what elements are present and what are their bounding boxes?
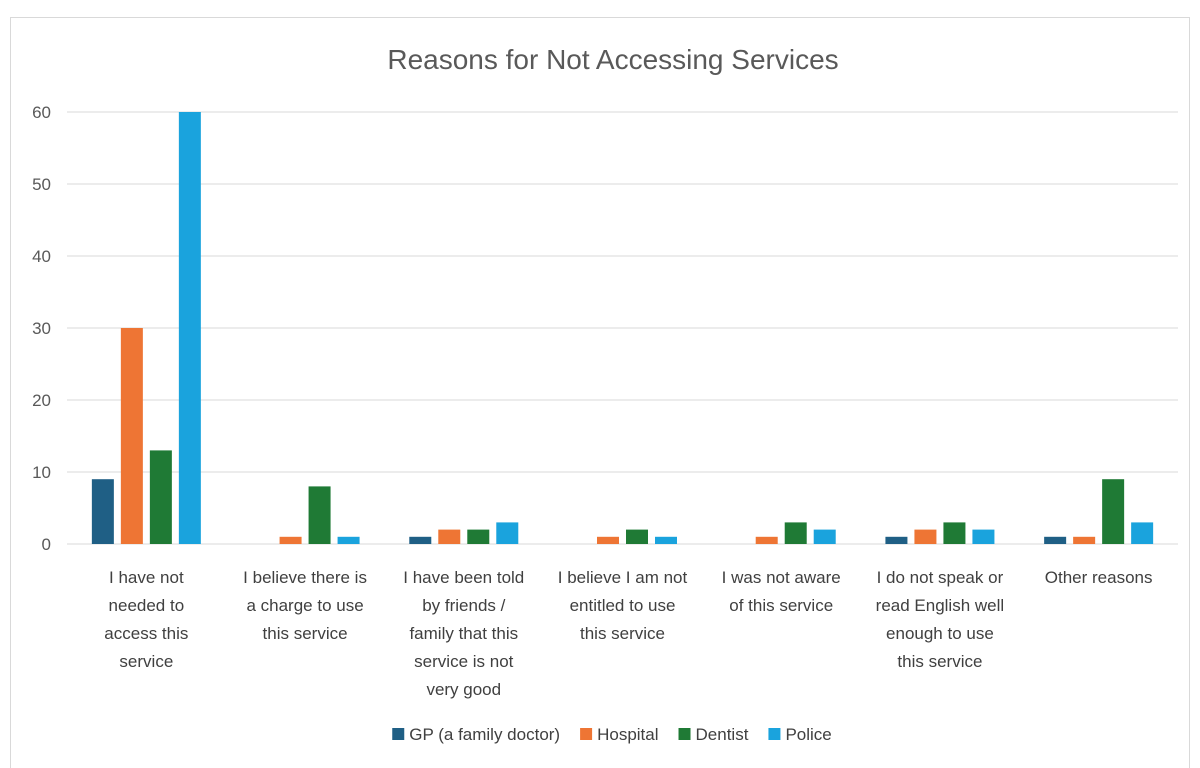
y-tick-label: 60 [32,103,51,122]
y-tick-label: 0 [42,535,51,554]
chart-title: Reasons for Not Accessing Services [387,44,838,75]
x-category-label-line: of this service [729,596,833,615]
bar [784,522,807,544]
x-category-label-line: family that this [409,624,518,643]
bar [813,529,836,544]
x-category-label-line: service [119,652,173,671]
bar [120,328,143,544]
bar [178,112,201,544]
x-axis-labels: I have not needed to access this service I b… [104,568,1152,699]
bar [597,536,619,544]
x-category-label-line: needed to [109,596,185,615]
bar [149,450,172,544]
legend-swatch [392,728,405,740]
x-category-label-line: I was not aware [722,568,841,587]
bar [438,529,461,544]
bar [337,536,360,544]
legend-item: Hospital [580,725,659,744]
legend-item: GP (a family doctor) [392,725,560,744]
legend-label: GP (a family doctor) [409,725,560,744]
y-axis-ticks: 0 10 20 30 40 50 60 [32,103,51,554]
y-tick-label: 50 [32,175,51,194]
x-category-label-line: I believe there is [243,568,367,587]
bar [914,529,937,544]
legend-label: Dentist [696,725,749,744]
bar [755,536,778,544]
legend-label: Hospital [597,725,658,744]
x-category-label-line: I believe I am not [558,568,688,587]
x-category-label-line: by friends / [422,596,505,615]
bar [1131,522,1154,544]
gridlines [67,111,1178,545]
bar [885,536,908,544]
bars [91,112,1154,544]
x-category-label: I was not aware of this service [722,568,841,615]
x-category-label-line: this service [897,652,982,671]
x-category-label-line: Other reasons [1045,568,1153,587]
bar [626,529,648,544]
bar [1044,536,1067,544]
x-category-label-line: I do not speak or [877,568,1004,587]
y-tick-label: 30 [32,319,51,338]
bar [409,536,432,544]
legend-item: Dentist [678,725,749,744]
bar [972,529,995,544]
x-category-label-line: entitled to use [570,596,676,615]
legend-item: Police [768,725,832,744]
x-category-label-line: access this [104,624,188,643]
x-category-label-line: a charge to use [246,596,363,615]
legend-swatch [768,728,781,740]
x-category-label-line: this service [580,624,665,643]
x-category-label: I believe there is a charge to use this se… [243,568,367,643]
legend-swatch [678,728,691,740]
bar [308,486,331,544]
y-tick-label: 20 [32,391,51,410]
x-category-label: Other reasons [1045,568,1153,587]
legend-swatch [580,728,593,740]
y-tick-label: 10 [32,463,51,482]
bar [943,522,966,544]
bar [91,479,114,544]
bar [1073,536,1096,544]
bar [655,536,677,544]
x-category-label: I believe I am not entitled to use this se… [558,568,688,643]
bar [1102,479,1125,544]
x-category-label-line: read English well [876,596,1005,615]
x-category-label: I do not speak or read English well enough… [876,568,1005,671]
legend: GP (a family doctor) Hospital Dentist Polic… [392,725,832,744]
x-category-label-line: this service [263,624,348,643]
chart-frame [10,17,1190,768]
x-category-label-line: I have not [109,568,184,587]
bar [279,536,302,544]
x-category-label: I have not needed to access this service [104,568,188,671]
x-category-label-line: I have been told [403,568,524,587]
x-category-label-line: service is not [414,652,513,671]
y-tick-label: 40 [32,247,51,266]
x-category-label-line: very good [426,680,501,699]
x-category-label: I have been told by friends / family that … [403,568,524,699]
bar [496,522,519,544]
bar [467,529,490,544]
legend-label: Police [785,725,831,744]
x-category-label-line: enough to use [886,624,994,643]
